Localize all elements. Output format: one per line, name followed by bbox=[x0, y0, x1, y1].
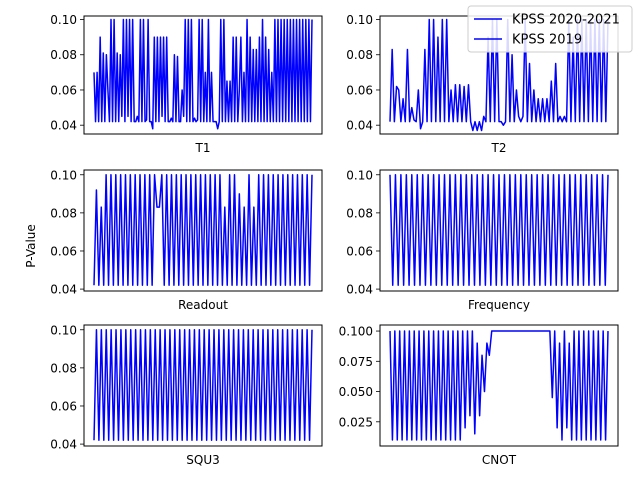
y-tick-label-readout: 0.10 bbox=[50, 168, 77, 182]
series-line-readout bbox=[93, 174, 313, 287]
panel-cnot: 0.025 0.050 0.075 0.100 CNOT bbox=[339, 324, 619, 467]
y-axis-label: P-Value bbox=[24, 224, 38, 268]
y-tick-label-t1: 0.06 bbox=[50, 83, 77, 97]
series-line-squ3 bbox=[93, 329, 313, 442]
subplot-grid: 0.040.060.080.10T10.040.060.080.10T20.04… bbox=[50, 13, 619, 467]
panel-t1: 0.04 0.06 0.08 0.10 T1 bbox=[50, 13, 323, 155]
series-line-t2 bbox=[389, 18, 609, 132]
axes-frame-t1 bbox=[83, 15, 323, 135]
legend: KPSS 2020-2021 KPSS 2019 bbox=[467, 5, 633, 53]
x-axis-label-t2: T2 bbox=[491, 141, 507, 155]
panel-readout: 0.04 0.06 0.08 0.10 Readout bbox=[50, 168, 323, 312]
y-tick-label-t2: 0.06 bbox=[346, 83, 373, 97]
x-axis-label-cnot: CNOT bbox=[482, 453, 517, 467]
x-axis-label-frequency: Frequency bbox=[468, 298, 530, 312]
y-tick-label-t1: 0.04 bbox=[50, 119, 77, 133]
panel-squ3: 0.04 0.06 0.08 0.10 SQU3 bbox=[50, 323, 323, 467]
y-tick-label-cnot: 0.025 bbox=[339, 415, 373, 429]
y-tick-label-frequency: 0.06 bbox=[346, 244, 373, 258]
y-tick-label-t2: 0.10 bbox=[346, 13, 373, 27]
y-tick-label-cnot: 0.050 bbox=[339, 385, 373, 399]
y-tick-label-squ3: 0.04 bbox=[50, 438, 77, 452]
y-tick-label-frequency: 0.04 bbox=[346, 283, 373, 297]
axes-frame-squ3 bbox=[83, 324, 323, 447]
y-tick-label-cnot: 0.100 bbox=[339, 325, 373, 339]
series-line-t1 bbox=[93, 18, 313, 130]
axes-frame-frequency bbox=[379, 169, 619, 292]
series-line-cnot bbox=[389, 330, 609, 441]
panel-t2: 0.04 0.06 0.08 0.10 T2 bbox=[346, 13, 619, 155]
axes-frame-cnot bbox=[379, 324, 619, 447]
y-tick-label-frequency: 0.10 bbox=[346, 168, 373, 182]
y-tick-label-t2: 0.04 bbox=[346, 119, 373, 133]
y-tick-label-readout: 0.04 bbox=[50, 283, 77, 297]
panel-frequency: 0.04 0.06 0.08 0.10 Frequency bbox=[346, 168, 619, 312]
y-tick-label-t1: 0.08 bbox=[50, 48, 77, 62]
axes-frame-readout bbox=[83, 169, 323, 292]
x-axis-label-t1: T1 bbox=[195, 141, 211, 155]
legend-frame bbox=[467, 5, 633, 53]
y-tick-label-t1: 0.10 bbox=[50, 13, 77, 27]
y-tick-label-squ3: 0.08 bbox=[50, 361, 77, 375]
y-tick-label-squ3: 0.06 bbox=[50, 399, 77, 413]
series-line-frequency bbox=[389, 174, 609, 287]
y-tick-label-t2: 0.08 bbox=[346, 48, 373, 62]
y-tick-label-readout: 0.08 bbox=[50, 206, 77, 220]
x-axis-label-readout: Readout bbox=[178, 298, 228, 312]
legend-label-kpss-2019: KPSS 2019 bbox=[512, 33, 582, 48]
y-tick-label-cnot: 0.075 bbox=[339, 355, 373, 369]
y-tick-label-readout: 0.06 bbox=[50, 244, 77, 258]
y-tick-label-frequency: 0.08 bbox=[346, 206, 373, 220]
legend-label-kpss-2020-2021: KPSS 2020-2021 bbox=[512, 13, 620, 28]
x-axis-label-squ3: SQU3 bbox=[186, 453, 219, 467]
y-tick-label-squ3: 0.10 bbox=[50, 323, 77, 337]
